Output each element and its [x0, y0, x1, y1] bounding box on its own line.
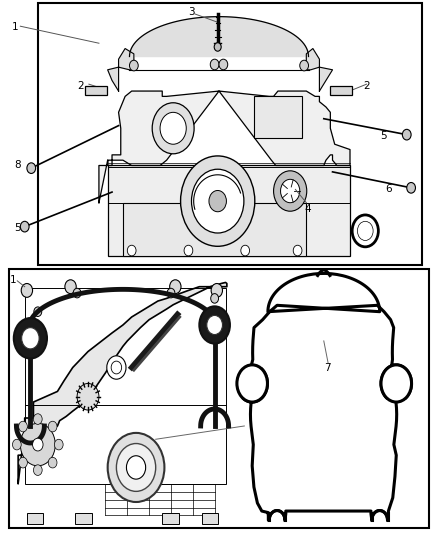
Circle shape: [214, 43, 221, 51]
Circle shape: [127, 245, 136, 256]
Circle shape: [33, 414, 42, 424]
Bar: [201, 513, 218, 524]
Circle shape: [130, 60, 138, 71]
Circle shape: [160, 112, 186, 144]
Circle shape: [19, 421, 27, 432]
Polygon shape: [18, 282, 227, 483]
Circle shape: [180, 156, 255, 246]
Circle shape: [107, 356, 126, 379]
Text: 2: 2: [77, 81, 84, 91]
Text: 2: 2: [363, 81, 370, 91]
Circle shape: [211, 294, 219, 303]
Bar: [108, 165, 350, 256]
Circle shape: [19, 457, 27, 468]
Circle shape: [209, 190, 226, 212]
Polygon shape: [99, 91, 350, 203]
Circle shape: [381, 365, 412, 402]
Circle shape: [241, 245, 250, 256]
Circle shape: [77, 383, 99, 410]
Circle shape: [108, 433, 164, 502]
Text: 4: 4: [304, 204, 311, 214]
Circle shape: [403, 130, 411, 140]
Circle shape: [34, 307, 42, 317]
Circle shape: [48, 457, 57, 468]
Text: 7: 7: [324, 362, 330, 373]
Circle shape: [27, 163, 35, 173]
Text: 1: 1: [11, 276, 17, 285]
Text: 8: 8: [14, 160, 21, 171]
Circle shape: [54, 439, 63, 450]
Circle shape: [21, 328, 39, 349]
Circle shape: [127, 456, 146, 479]
Bar: [123, 203, 306, 256]
Polygon shape: [130, 17, 308, 70]
Circle shape: [274, 171, 307, 211]
Circle shape: [14, 318, 47, 359]
Circle shape: [191, 169, 244, 233]
Circle shape: [21, 284, 32, 297]
Bar: [38, 3, 422, 265]
Bar: [330, 86, 352, 95]
Bar: [162, 513, 179, 524]
Bar: [75, 513, 92, 524]
Circle shape: [12, 439, 21, 450]
Text: 5: 5: [381, 131, 387, 141]
Circle shape: [167, 288, 175, 298]
Polygon shape: [243, 273, 412, 520]
Circle shape: [32, 438, 43, 451]
Circle shape: [199, 306, 230, 344]
Polygon shape: [306, 49, 332, 91]
Polygon shape: [108, 49, 134, 91]
Circle shape: [184, 245, 193, 256]
Circle shape: [293, 245, 302, 256]
Circle shape: [219, 59, 228, 70]
Circle shape: [48, 421, 57, 432]
Circle shape: [407, 182, 416, 193]
Circle shape: [170, 280, 181, 294]
Circle shape: [352, 215, 378, 247]
Circle shape: [33, 465, 42, 475]
Bar: [254, 96, 302, 138]
Circle shape: [211, 284, 223, 297]
Circle shape: [73, 288, 81, 298]
Circle shape: [20, 221, 29, 232]
Circle shape: [357, 221, 373, 240]
Circle shape: [207, 316, 223, 335]
Circle shape: [237, 365, 268, 402]
Bar: [27, 513, 43, 524]
Circle shape: [300, 60, 308, 71]
Text: 3: 3: [188, 7, 195, 18]
Circle shape: [281, 179, 300, 203]
Bar: [85, 86, 107, 95]
Text: 1: 1: [12, 22, 18, 33]
Circle shape: [117, 443, 155, 491]
Bar: [9, 269, 429, 528]
Circle shape: [210, 59, 219, 70]
Circle shape: [65, 280, 76, 294]
Circle shape: [111, 361, 122, 374]
Text: 6: 6: [385, 184, 392, 195]
Text: 5: 5: [14, 223, 21, 233]
Circle shape: [152, 103, 194, 154]
Bar: [25, 288, 226, 484]
Circle shape: [20, 423, 55, 466]
